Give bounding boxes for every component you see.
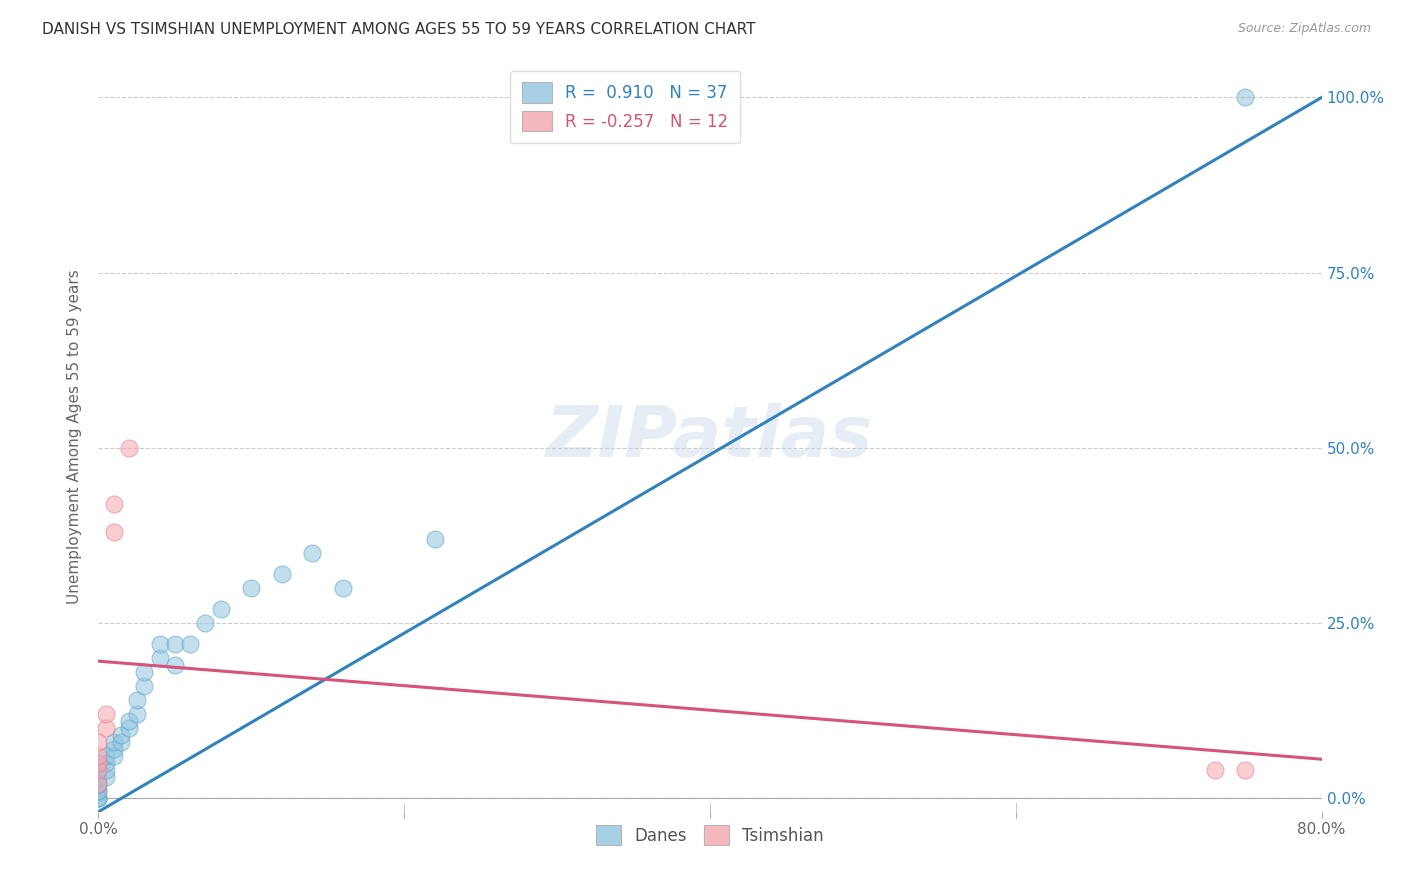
Point xyxy=(94,756,117,770)
Point xyxy=(103,748,125,763)
Point xyxy=(110,728,132,742)
Point xyxy=(118,714,141,728)
Point xyxy=(87,756,110,770)
Point xyxy=(94,706,117,721)
Text: ZIPatlas: ZIPatlas xyxy=(547,402,873,472)
Point xyxy=(87,790,110,805)
Point xyxy=(87,763,110,777)
Point xyxy=(87,783,110,797)
Point xyxy=(125,692,148,706)
Point xyxy=(1204,763,1226,777)
Y-axis label: Unemployment Among Ages 55 to 59 years: Unemployment Among Ages 55 to 59 years xyxy=(67,269,83,605)
Point xyxy=(1234,90,1257,104)
Point xyxy=(87,770,110,784)
Point xyxy=(87,783,110,797)
Point xyxy=(87,734,110,748)
Point xyxy=(110,734,132,748)
Point xyxy=(149,637,172,651)
Point xyxy=(103,734,125,748)
Point xyxy=(87,790,110,805)
Point xyxy=(163,657,186,672)
Point xyxy=(87,790,110,805)
Text: DANISH VS TSIMSHIAN UNEMPLOYMENT AMONG AGES 55 TO 59 YEARS CORRELATION CHART: DANISH VS TSIMSHIAN UNEMPLOYMENT AMONG A… xyxy=(42,22,755,37)
Point xyxy=(1234,763,1257,777)
Point xyxy=(103,741,125,756)
Point xyxy=(118,721,141,735)
Point xyxy=(194,615,217,630)
Point xyxy=(149,650,172,665)
Point xyxy=(94,763,117,777)
Point xyxy=(87,777,110,791)
Point xyxy=(87,748,110,763)
Legend: Danes, Tsimshian: Danes, Tsimshian xyxy=(589,819,831,852)
Point xyxy=(94,770,117,784)
Point xyxy=(94,721,117,735)
Point xyxy=(87,763,110,777)
Point xyxy=(87,777,110,791)
Point xyxy=(118,441,141,455)
Point xyxy=(270,566,292,581)
Point xyxy=(423,532,446,546)
Point xyxy=(103,524,125,539)
Point xyxy=(134,665,156,679)
Point xyxy=(134,679,156,693)
Point xyxy=(163,637,186,651)
Text: Source: ZipAtlas.com: Source: ZipAtlas.com xyxy=(1237,22,1371,36)
Point xyxy=(179,637,201,651)
Point xyxy=(87,777,110,791)
Point xyxy=(332,581,354,595)
Point xyxy=(125,706,148,721)
Point xyxy=(209,601,232,615)
Point xyxy=(103,497,125,511)
Point xyxy=(240,581,263,595)
Point xyxy=(301,546,323,560)
Point xyxy=(94,748,117,763)
